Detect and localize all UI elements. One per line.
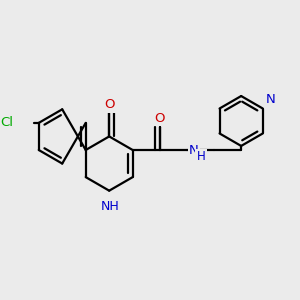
Text: O: O — [104, 98, 114, 112]
Text: H: H — [196, 150, 206, 163]
Text: NH: NH — [101, 200, 119, 213]
Text: N: N — [189, 143, 199, 157]
Text: Cl: Cl — [0, 116, 13, 129]
Text: O: O — [154, 112, 165, 125]
Text: N: N — [266, 93, 275, 106]
